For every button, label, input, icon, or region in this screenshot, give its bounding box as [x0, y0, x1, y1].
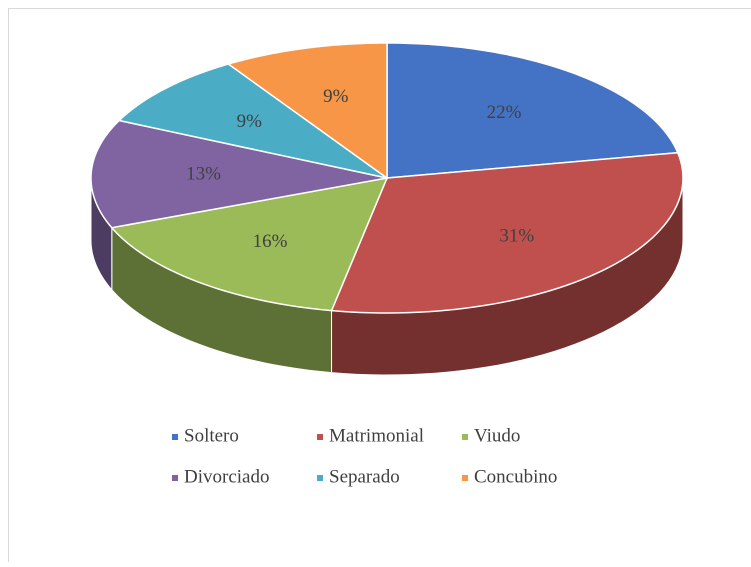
legend-label: Separado [329, 466, 400, 487]
data-label: 22% [487, 102, 522, 123]
legend-swatch [172, 434, 178, 440]
data-label: 31% [499, 226, 534, 247]
legend-label: Matrimonial [329, 425, 424, 446]
data-label: 13% [186, 164, 221, 185]
legend-label: Viudo [474, 425, 520, 446]
legend-swatch [317, 434, 323, 440]
legend-swatch [317, 475, 323, 481]
data-label: 16% [253, 231, 288, 252]
legend-label: Soltero [184, 425, 239, 446]
legend-label: Concubino [474, 466, 557, 487]
legend-swatch [462, 434, 468, 440]
data-label: 9% [323, 86, 349, 107]
legend-label: Divorciado [184, 466, 269, 487]
data-label: 9% [237, 111, 263, 132]
legend-swatch [172, 475, 178, 481]
legend-swatch [462, 475, 468, 481]
